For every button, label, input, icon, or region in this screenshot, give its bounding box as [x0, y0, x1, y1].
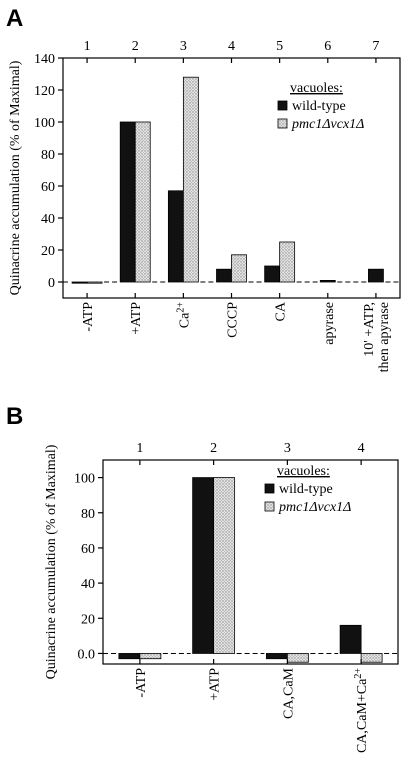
column-number: 3: [284, 441, 291, 456]
category-label: apyrase: [322, 302, 337, 345]
legend-swatch-mutant: [277, 118, 288, 129]
bar-wild-type: [119, 121, 136, 283]
column-number: 6: [324, 39, 331, 54]
legend-swatch-wild-type: [264, 483, 275, 494]
column-number: 7: [372, 39, 379, 54]
panel-letter: A: [6, 5, 23, 32]
legend-title: vacuoles:: [277, 464, 330, 479]
column-number: 2: [210, 441, 217, 456]
bar-wild-type: [167, 190, 184, 283]
y-tick-label: 120: [34, 84, 55, 99]
legend-swatch-mutant: [264, 501, 275, 512]
column-number: 4: [228, 39, 235, 54]
category-label: 10' +ATP,: [362, 302, 377, 357]
bar-wild-type: [319, 279, 336, 283]
bar-wild-type: [216, 268, 232, 283]
category-label: -ATP: [81, 302, 96, 332]
bar-mutant: [286, 653, 309, 663]
column-number: 3: [180, 39, 187, 54]
panel-a: A 140 120 100 80 60 40 20 0 Quinacrine accumulati…: [6, 5, 401, 372]
y-tick-label: 80: [41, 148, 55, 163]
y-tick-label: 20: [41, 244, 55, 259]
y-tick-label: 0: [48, 276, 55, 291]
bar-mutant: [360, 653, 383, 663]
legend-label-wild-type: wild-type: [279, 482, 333, 497]
bar-mutant: [231, 254, 247, 283]
legend-swatch-wild-type: [277, 100, 288, 111]
bar-wild-type: [265, 653, 288, 660]
y-tick-label: 60: [41, 180, 55, 195]
bar-mutant: [139, 653, 162, 660]
category-label: then apyrase: [377, 302, 392, 372]
y-tick-label: 40: [81, 577, 95, 592]
y-axis-label: Quinacrine accumulation (% of Maximal): [8, 60, 23, 295]
legend-title: vacuoles:: [290, 81, 343, 96]
y-tick-label: 20: [81, 612, 95, 627]
column-number: 1: [136, 441, 143, 456]
bar-wild-type: [118, 653, 141, 660]
plot-frame: [102, 459, 399, 665]
category-label: -ATP: [134, 668, 149, 698]
category-label: CA,CaM+Ca2+: [353, 668, 371, 753]
bar-wild-type: [71, 281, 88, 284]
y-tick-label: 40: [41, 212, 55, 227]
bar-wild-type: [264, 265, 281, 283]
bar-wild-type: [368, 268, 384, 283]
y-tick-label: 80: [81, 507, 95, 522]
y-axis-label: Quinacrine accumulation (% of Maximal): [44, 444, 59, 679]
y-tick-label: 60: [81, 542, 95, 557]
category-label: CA: [274, 301, 289, 321]
category-label: CA,CaM: [281, 667, 296, 719]
panel-b: B 100 80 60 40 20 0.0 Quinacrine accumulation (…: [6, 403, 399, 753]
legend-label-mutant: pmc1Δvcx1Δ: [278, 500, 351, 515]
column-number: 5: [276, 39, 283, 54]
y-tick-label: 100: [74, 472, 95, 487]
column-number: 4: [358, 441, 365, 456]
bar-mutant: [182, 76, 199, 283]
y-tick-label: 0.0: [78, 647, 96, 662]
column-number: 1: [84, 39, 91, 54]
bar-mutant: [134, 121, 151, 283]
bar-wild-type: [339, 624, 362, 654]
column-number: 2: [132, 39, 139, 54]
legend-label-wild-type: wild-type: [292, 99, 346, 114]
legend-label-mutant: pmc1Δvcx1Δ: [291, 117, 364, 132]
y-tick-label: 140: [34, 52, 55, 67]
category-label: +ATP: [129, 302, 144, 335]
bar-mutant: [86, 281, 103, 284]
bar-mutant: [213, 477, 236, 654]
category-label: Ca2+: [175, 302, 193, 329]
bar-wild-type: [192, 477, 215, 654]
y-tick-label: 100: [34, 116, 55, 131]
category-label: CCCP: [226, 302, 241, 338]
bar-mutant: [279, 241, 296, 283]
panel-letter: B: [6, 403, 23, 430]
category-label: +ATP: [208, 668, 223, 701]
